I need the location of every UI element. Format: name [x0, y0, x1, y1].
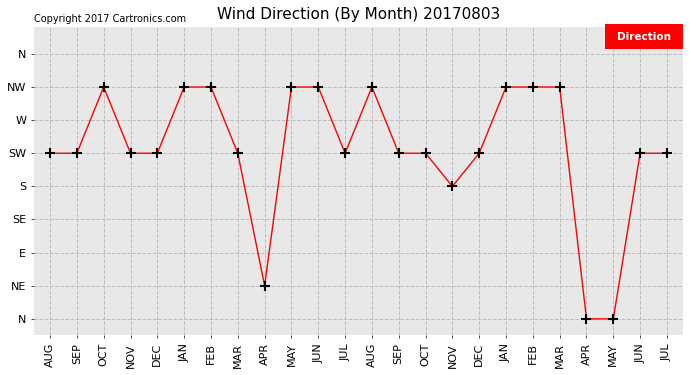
Text: Copyright 2017 Cartronics.com: Copyright 2017 Cartronics.com: [34, 14, 186, 24]
Title: Wind Direction (By Month) 20170803: Wind Direction (By Month) 20170803: [217, 7, 500, 22]
